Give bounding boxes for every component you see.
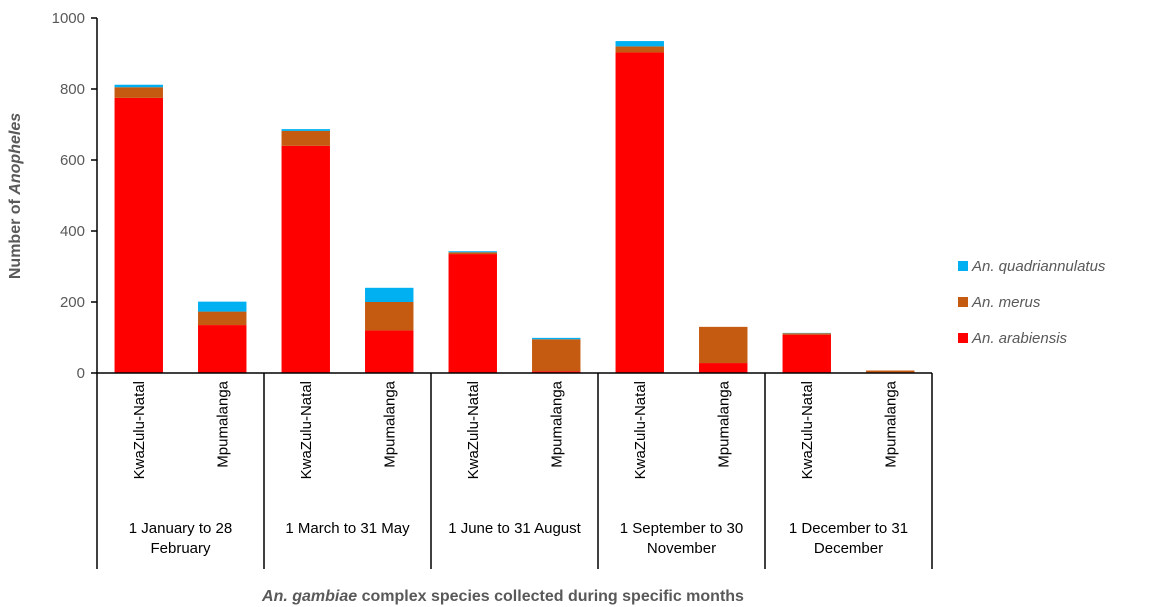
legend: An. quadriannulatus An. merus An. arabiens… (958, 258, 1106, 347)
legend-swatch (958, 297, 968, 307)
x-category-label: KwaZulu-Natal (799, 381, 816, 479)
bar-segment (782, 333, 831, 335)
legend-swatch (958, 333, 968, 343)
x-category-label: KwaZulu-Natal (298, 381, 315, 479)
axes: 0 200 400 600 800 1000 (52, 10, 933, 569)
legend-label: An. merus (971, 294, 1041, 311)
bar-segment (615, 46, 664, 53)
legend-swatch (958, 261, 968, 271)
x-group-label: 1 January to 28 (129, 520, 232, 537)
x-category-label: Mpumalanga (715, 380, 732, 467)
bar-segment (198, 301, 247, 312)
category-labels: KwaZulu-Natal Mpumalanga KwaZulu-Natal Mpum… (129, 380, 908, 557)
bar-segment (365, 287, 414, 302)
x-group-label: December (814, 540, 883, 557)
bar-segment (532, 339, 581, 372)
bar-segment (699, 363, 748, 373)
bar-segment (198, 311, 247, 326)
y-tick-label: 800 (60, 81, 85, 98)
bar-segment (281, 130, 330, 146)
x-group-label: 1 June to 31 August (448, 520, 581, 537)
bar-segment (114, 84, 163, 88)
bar-segment (114, 87, 163, 98)
bar-segment (365, 330, 414, 373)
bars (114, 41, 915, 374)
legend-label: An. arabiensis (971, 330, 1068, 347)
y-tick-label: 1000 (52, 10, 85, 27)
x-category-label: Mpumalanga (548, 380, 565, 467)
bar-segment (448, 251, 497, 253)
bar-segment (114, 97, 163, 373)
bar-segment (532, 337, 581, 340)
bar-segment (782, 334, 831, 373)
bar-segment (281, 129, 330, 131)
x-group-label: 1 December to 31 (789, 520, 908, 537)
x-category-label: Mpumalanga (381, 380, 398, 467)
bar-segment (699, 326, 748, 364)
bar-segment (866, 370, 915, 373)
y-tick-label: 400 (60, 223, 85, 240)
y-tick-label: 200 (60, 294, 85, 311)
bar-segment (448, 252, 497, 255)
x-category-label: Mpumalanga (882, 380, 899, 467)
x-group-label: February (150, 540, 211, 557)
bar-segment (448, 254, 497, 373)
x-group-label: 1 September to 30 (620, 520, 743, 537)
bar-segment (198, 325, 247, 373)
x-category-label: KwaZulu-Natal (465, 381, 482, 479)
bar-segment (615, 52, 664, 374)
y-axis-title: Number of Anopheles (7, 113, 24, 279)
x-category-label: KwaZulu-Natal (632, 381, 649, 479)
y-tick-label: 600 (60, 152, 85, 169)
x-group-label: 1 March to 31 May (285, 520, 410, 537)
x-group-label: November (647, 540, 716, 557)
x-category-label: Mpumalanga (214, 380, 231, 467)
x-axis-title: An. gambiae complex species collected du… (261, 588, 744, 605)
bar-segment (365, 302, 414, 331)
bar-segment (532, 371, 581, 373)
bar-segment (281, 145, 330, 373)
y-tick-label: 0 (77, 365, 85, 382)
x-category-label: KwaZulu-Natal (131, 381, 148, 479)
bar-segment (615, 41, 664, 47)
legend-label: An. quadriannulatus (971, 258, 1106, 275)
